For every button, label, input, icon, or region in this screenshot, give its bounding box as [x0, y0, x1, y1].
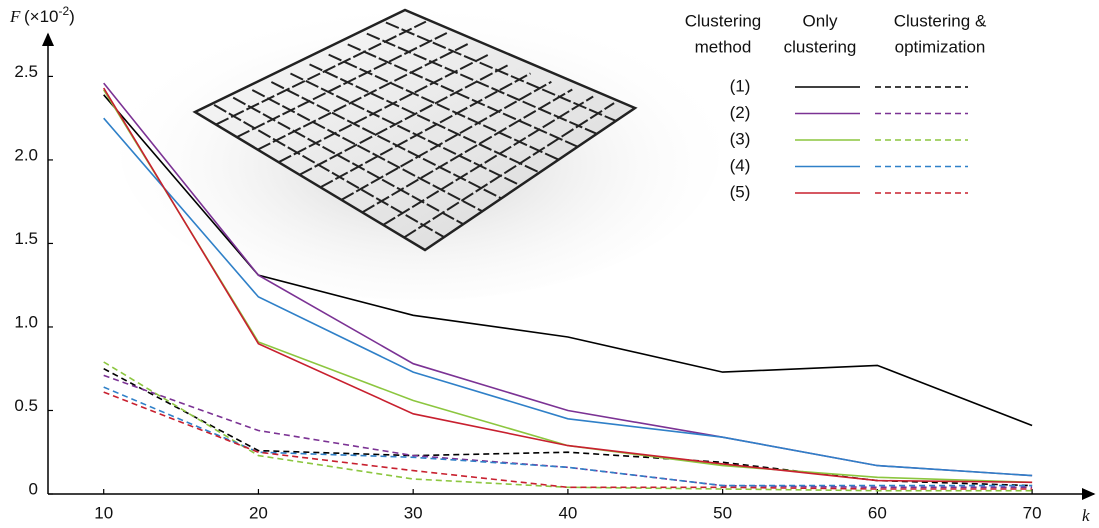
- y-scale-close: ): [69, 7, 75, 26]
- x-tick-label: 20: [249, 503, 268, 522]
- optimized-line: [104, 387, 1032, 486]
- legend-header: Clustering: [685, 11, 762, 30]
- y-tick-label: 0.5: [14, 396, 38, 415]
- optimized-line: [104, 362, 1032, 491]
- x-tick-label: 30: [404, 503, 423, 522]
- y-scale-exponent: -2: [59, 4, 70, 18]
- legend-label: (3): [730, 129, 751, 148]
- y-tick-label: 1.5: [14, 229, 38, 248]
- x-axis-label: k: [1082, 506, 1090, 525]
- chart: F (×10-2) k 0 0.5 1.0 1.5 2.0 2.5 10 20 30 40 50 60…: [0, 0, 1099, 528]
- legend-header: Only: [803, 11, 838, 30]
- legend-label: (5): [730, 182, 751, 201]
- y-scale-base: (×10: [24, 7, 59, 26]
- legend-label: (2): [730, 103, 751, 122]
- y-tick-label: 2.0: [14, 145, 38, 164]
- x-tick-label: 40: [558, 503, 577, 522]
- legend-header: method: [695, 37, 752, 56]
- y-tick-label: 2.5: [14, 62, 38, 81]
- legend-header: Clustering &: [894, 11, 987, 30]
- legend-label: (1): [730, 76, 751, 95]
- x-tick-label: 10: [94, 503, 113, 522]
- optimized-line: [104, 375, 1032, 487]
- y-tick-label: 1.0: [14, 312, 38, 331]
- optimized-line: [104, 369, 1032, 486]
- x-tick-label: 60: [868, 503, 887, 522]
- y-scale-label: (×10-2): [24, 4, 75, 26]
- x-tick-label: 70: [1023, 503, 1042, 522]
- optimized-line: [104, 392, 1032, 489]
- legend-header: clustering: [784, 37, 857, 56]
- legend-label: (4): [730, 156, 751, 175]
- page: F (×10-2) k 0 0.5 1.0 1.5 2.0 2.5 10 20 30 40 50 60…: [0, 0, 1099, 528]
- y-tick-label: 0: [29, 479, 38, 498]
- x-tick-label: 50: [713, 503, 732, 522]
- legend-header: optimization: [895, 37, 986, 56]
- y-axis-label: F: [9, 7, 21, 26]
